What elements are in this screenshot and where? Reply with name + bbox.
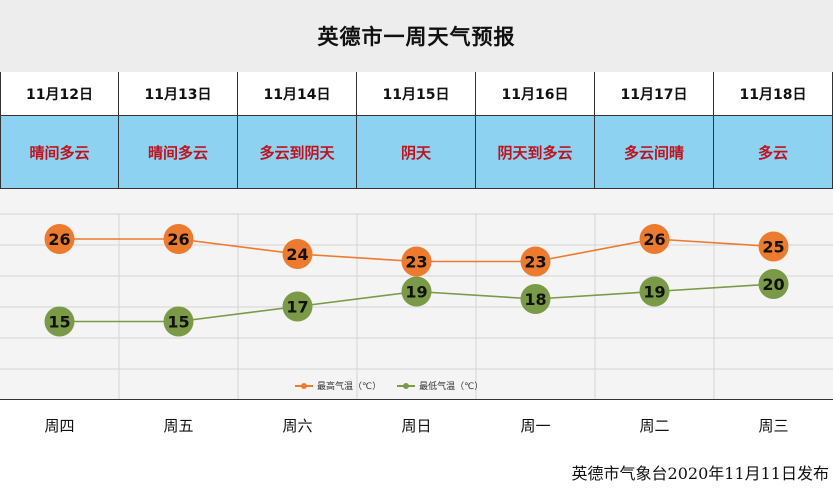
legend-high-marker xyxy=(295,382,313,390)
data-label-high: 26 xyxy=(167,230,189,249)
date-cell: 11月13日 xyxy=(119,72,238,115)
data-point-high xyxy=(282,239,313,269)
weather-cell: 多云间晴 xyxy=(595,116,714,188)
data-point-low xyxy=(520,284,551,314)
legend-low-marker xyxy=(397,382,416,390)
data-label-low: 15 xyxy=(48,313,70,332)
weekday-label: 周三 xyxy=(758,416,789,435)
data-label-high: 26 xyxy=(643,230,665,249)
date-cell: 11月18日 xyxy=(714,72,833,115)
data-point-low xyxy=(639,276,670,307)
legend-low-label: 最低气温（℃） xyxy=(419,382,484,392)
data-point-low xyxy=(282,291,313,322)
data-point-low xyxy=(163,306,194,337)
temperature-chart-svg: 26 26 24 23 23 26 25 15 15 17 19 18 19 20 xyxy=(0,213,833,399)
weekday-label: 周一 xyxy=(520,416,551,435)
data-point-low xyxy=(401,276,432,307)
data-point-low xyxy=(758,269,789,299)
date-cell: 11月14日 xyxy=(238,72,357,115)
data-label-low: 18 xyxy=(524,290,546,309)
date-row: 11月12日 11月13日 11月14日 11月15日 11月16日 11月17… xyxy=(0,72,833,116)
footer: 英德市气象台2020年11月11日发布 xyxy=(0,450,833,490)
weather-cell: 多云到阴天 xyxy=(238,116,357,188)
legend-high-label: 最高气温（℃） xyxy=(317,382,382,392)
weekday-row: 周四 周五 周六 周日 周一 周二 周三 xyxy=(0,399,833,451)
data-label-high: 24 xyxy=(286,245,308,264)
weekday-label: 周日 xyxy=(401,416,432,435)
data-label-low: 15 xyxy=(167,313,189,332)
weather-cell: 多云 xyxy=(714,116,833,188)
weather-cell: 阴天到多云 xyxy=(476,116,595,188)
date-cell: 11月12日 xyxy=(0,72,119,115)
data-label-high: 23 xyxy=(524,253,546,272)
legend-item-high: 最高气温（℃） xyxy=(295,379,381,392)
data-label-high: 26 xyxy=(48,230,70,249)
data-point-high xyxy=(401,246,432,277)
data-label-high: 23 xyxy=(405,253,427,272)
data-point-low xyxy=(44,306,75,337)
data-label-low: 17 xyxy=(286,298,308,317)
data-point-high xyxy=(758,231,789,262)
weather-row: 晴间多云 晴间多云 多云到阴天 阴天 阴天到多云 多云间晴 多云 xyxy=(0,116,833,189)
data-point-high xyxy=(44,224,75,254)
page-title: 英德市一周天气预报 xyxy=(0,0,833,73)
data-label-low: 20 xyxy=(762,275,784,294)
date-cell: 11月16日 xyxy=(476,72,595,115)
legend-item-low: 最低气温（℃） xyxy=(397,379,483,392)
weather-cell: 阴天 xyxy=(357,116,476,188)
weekday-label: 周六 xyxy=(282,416,313,435)
data-point-high xyxy=(163,224,194,254)
publisher-note: 英德市气象台2020年11月11日发布 xyxy=(571,464,829,483)
weather-cell: 晴间多云 xyxy=(0,116,119,188)
weekday-label: 周二 xyxy=(639,416,670,435)
weather-cell: 晴间多云 xyxy=(119,116,238,188)
weekday-label: 周四 xyxy=(44,416,75,435)
chart-legend: 最高气温（℃） 最低气温（℃） xyxy=(295,379,499,392)
temperature-chart: 26 26 24 23 23 26 25 15 15 17 19 18 19 20 xyxy=(0,189,833,399)
date-cell: 11月15日 xyxy=(357,72,476,115)
data-label-low: 19 xyxy=(643,283,665,302)
data-point-high xyxy=(520,246,551,277)
data-label-low: 19 xyxy=(405,283,427,302)
data-label-high: 25 xyxy=(762,238,784,257)
date-cell: 11月17日 xyxy=(595,72,714,115)
data-point-high xyxy=(639,224,670,254)
weekday-label: 周五 xyxy=(163,416,194,435)
